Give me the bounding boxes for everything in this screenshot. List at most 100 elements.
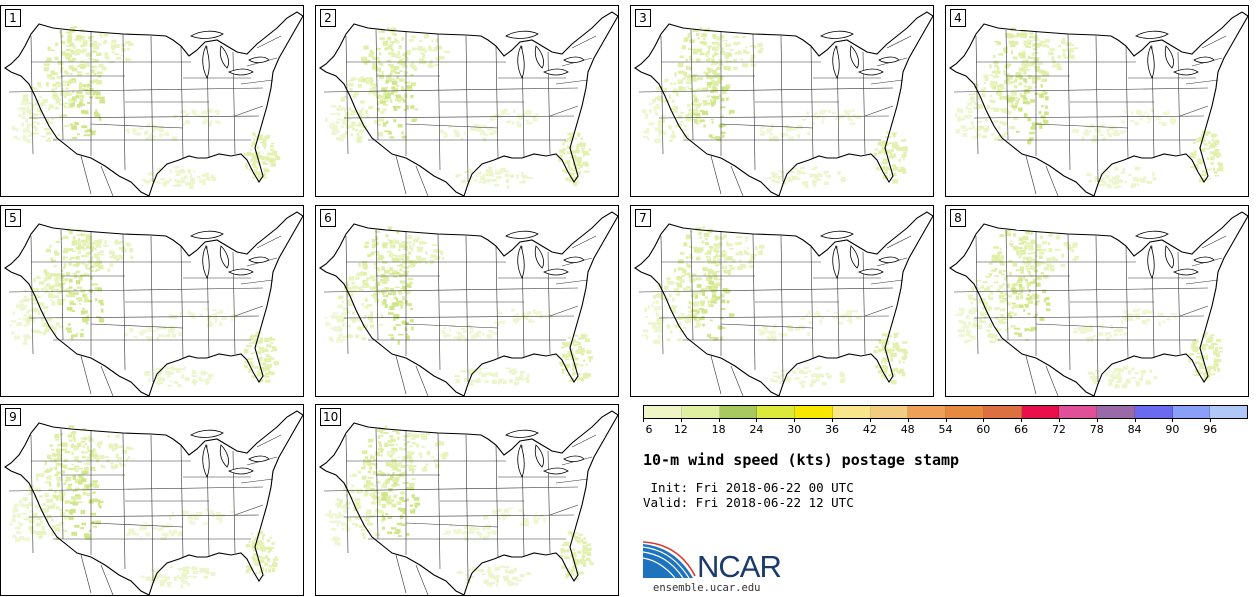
wind-speckle <box>655 307 662 311</box>
wind-speckle <box>682 77 686 80</box>
wind-speckle <box>85 61 90 66</box>
wind-speckle <box>29 520 35 524</box>
wind-speckle <box>85 53 92 57</box>
wind-speckle <box>41 526 45 531</box>
wind-speckle <box>365 489 369 494</box>
wind-speckle <box>1158 121 1161 124</box>
wind-speckle <box>657 324 662 328</box>
wind-speckle <box>655 311 658 314</box>
wind-speckle <box>993 60 999 64</box>
wind-speckle <box>148 135 154 138</box>
wind-speckle <box>1048 233 1053 238</box>
wind-speckle <box>338 105 341 110</box>
wind-speckle <box>85 484 90 489</box>
great-lake <box>858 68 884 76</box>
wind-speckle <box>954 113 958 118</box>
wind-speckle <box>532 118 538 122</box>
wind-speckle <box>82 308 85 310</box>
wind-speckle <box>375 451 380 455</box>
wind-speckle <box>1040 84 1043 88</box>
wind-speckle <box>1000 135 1006 138</box>
wind-speckle <box>389 454 393 458</box>
wind-speckle <box>745 236 749 239</box>
wind-speckle <box>745 238 748 242</box>
state-border <box>571 235 597 249</box>
wind-speckle <box>99 455 105 459</box>
wind-speckle <box>54 434 59 439</box>
wind-speckle <box>350 293 354 297</box>
wind-speckle <box>657 325 663 329</box>
wind-speckle <box>437 249 441 253</box>
wind-speckle <box>569 347 574 352</box>
wind-speckle <box>1117 185 1122 188</box>
wind-speckle <box>707 268 712 271</box>
wind-speckle <box>268 357 272 362</box>
wind-speckle <box>111 48 115 51</box>
wind-speckle <box>1018 255 1022 259</box>
wind-speckle <box>772 379 778 383</box>
wind-speckle <box>92 59 99 63</box>
wind-speckle <box>438 56 445 60</box>
state-border <box>415 165 429 196</box>
wind-speckle <box>584 340 587 343</box>
wind-speckle <box>641 109 647 113</box>
wind-speckle <box>507 184 510 189</box>
wind-speckle <box>1113 133 1120 137</box>
wind-speckle <box>457 379 461 383</box>
wind-speckle <box>1010 325 1016 328</box>
wind-speckle <box>96 257 101 262</box>
wind-speckle <box>1194 150 1197 155</box>
wind-speckle <box>1050 268 1053 271</box>
wind-speckle <box>991 85 997 89</box>
great-lake <box>534 245 544 269</box>
wind-speckle <box>78 276 83 281</box>
wind-speckle <box>92 481 97 485</box>
wind-speckle <box>990 81 997 86</box>
wind-speckle <box>1114 384 1120 389</box>
wind-speckle <box>58 283 62 286</box>
wind-speckle <box>576 146 579 150</box>
wind-speckle <box>336 337 341 341</box>
wind-speckle <box>839 371 843 376</box>
wind-speckle <box>725 84 731 88</box>
wind-speckle <box>1043 72 1049 77</box>
wind-speckle <box>49 498 54 503</box>
wind-speckle <box>1029 35 1035 39</box>
wind-speckle <box>1056 63 1061 66</box>
wind-speckle <box>713 277 718 281</box>
wind-speckle <box>663 285 669 291</box>
wind-speckle <box>573 158 580 162</box>
wind-speckle <box>1033 57 1040 62</box>
wind-speckle <box>711 58 715 63</box>
wind-speckle <box>38 535 43 539</box>
wind-speckle <box>353 319 359 321</box>
wind-speckle <box>1056 66 1063 71</box>
wind-speckle <box>336 497 339 502</box>
wind-speckle <box>132 336 138 338</box>
wind-speckle <box>691 294 695 298</box>
wind-speckle <box>999 88 1003 92</box>
wind-speckle <box>1036 122 1042 125</box>
wind-speckle <box>819 373 823 377</box>
wind-speed-map <box>319 410 618 595</box>
wind-speckle <box>683 125 688 127</box>
wind-speckle <box>995 71 998 76</box>
state-border <box>638 287 894 293</box>
wind-speckle <box>1049 48 1056 51</box>
wind-speckle <box>144 180 150 184</box>
wind-speckle <box>1201 170 1205 173</box>
wind-speckle <box>1039 262 1046 265</box>
great-lake <box>202 443 210 478</box>
wind-speckle <box>78 238 81 242</box>
wind-speckle <box>390 499 395 503</box>
wind-speckle <box>128 528 134 533</box>
wind-speckle <box>182 580 188 584</box>
wind-speckle <box>715 36 721 40</box>
wind-speckle <box>339 338 346 341</box>
wind-speckle <box>720 106 726 109</box>
wind-speckle <box>489 131 495 136</box>
wind-speckle <box>47 138 51 142</box>
wind-speckle <box>180 169 185 174</box>
wind-speckle <box>671 305 677 309</box>
wind-speckle <box>1040 272 1044 275</box>
